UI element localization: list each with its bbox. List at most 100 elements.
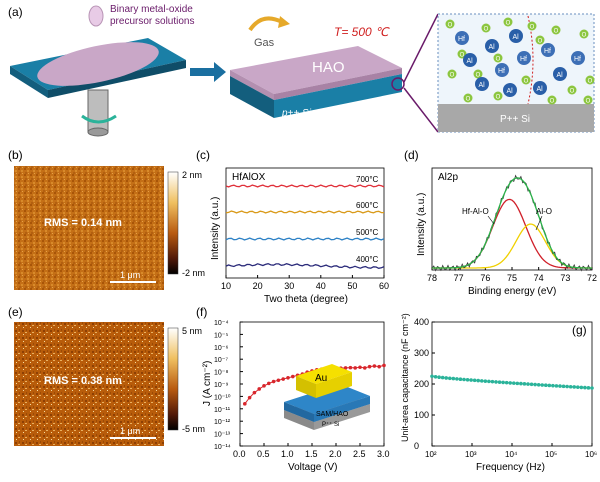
al-atom-label: Al xyxy=(557,72,564,79)
jv-point xyxy=(252,390,257,395)
panel-label-d: (d) xyxy=(404,148,419,162)
o-atom xyxy=(547,95,557,105)
al-atom-label: Al xyxy=(513,34,520,41)
o-atom-label: O xyxy=(466,97,471,103)
x-tick-label: 77 xyxy=(454,273,464,283)
capacitance-point xyxy=(433,375,438,379)
o-atom-label: O xyxy=(496,95,501,101)
o-atom xyxy=(551,25,561,35)
hf-atom-label: Hf xyxy=(498,68,505,75)
o-atom xyxy=(585,75,595,85)
capacitance-point xyxy=(508,381,513,385)
inset-au-label: Au xyxy=(315,373,327,384)
jv-point xyxy=(348,365,353,370)
capacitance-point xyxy=(430,374,434,379)
y-tick-label: 10⁻¹⁴ xyxy=(214,444,231,451)
al-atom-label: Al xyxy=(489,44,496,51)
capacitance-point xyxy=(536,382,541,387)
al-atom xyxy=(463,53,477,67)
al-atom xyxy=(485,39,499,53)
colorbar-b xyxy=(167,171,179,275)
hf-atom xyxy=(517,51,531,65)
colorbar-e xyxy=(167,327,179,431)
x-tick-label: 10³ xyxy=(465,450,477,459)
x-tick-label: 10⁵ xyxy=(545,450,557,459)
o-atom xyxy=(579,29,589,39)
capacitance-point xyxy=(515,381,520,386)
hf-atom xyxy=(455,31,469,45)
capacitance-point xyxy=(437,375,441,380)
x-tick-label: 74 xyxy=(534,273,544,283)
capacitance-point xyxy=(586,386,591,390)
gas-label: Gas xyxy=(254,37,275,49)
o-atom xyxy=(445,19,455,29)
xrd-series-line xyxy=(225,263,385,269)
colorbar-max-e: 5 nm xyxy=(182,326,202,336)
hf-atom-label: Hf xyxy=(458,36,465,43)
x-axis-label: Voltage (V) xyxy=(288,462,337,473)
spin-chuck-shaft xyxy=(87,89,109,133)
x-tick-label: 0.0 xyxy=(233,449,246,459)
o-atom-label: O xyxy=(448,23,453,29)
y-axis-label: Intensity (a.u.) xyxy=(210,197,221,260)
inset-sam-label: SAM/HAO xyxy=(316,411,349,418)
capacitance-point xyxy=(504,380,509,385)
droplet-icon xyxy=(88,5,104,27)
capacitance-point xyxy=(561,384,566,389)
rms-label-e: RMS = 0.38 nm xyxy=(44,375,122,387)
hf-atom-label: Hf xyxy=(520,56,527,63)
capacitance-point xyxy=(590,386,594,390)
capacitance-point xyxy=(575,385,580,389)
xrd-series-line xyxy=(225,210,384,214)
y-tick-label: 400 xyxy=(414,317,429,327)
x-tick-label: 1.0 xyxy=(281,449,294,459)
o-atom-label: O xyxy=(554,29,559,35)
peak-pointer xyxy=(487,215,495,225)
plot-frame xyxy=(431,321,593,447)
scale-bar-label-b: 1 μm xyxy=(120,270,140,280)
y-axis-label: J (A cm⁻²) xyxy=(202,361,213,406)
capacitance-point xyxy=(472,378,477,383)
xps-chart: 78 77 76 75 74 73 72 Binding energy (eV) Intensi… xyxy=(416,167,597,297)
o-atom-label: O xyxy=(460,53,465,59)
series-label: 700°C xyxy=(356,175,379,184)
zoom-circle xyxy=(391,77,405,91)
al-atom xyxy=(553,67,567,81)
o-atom-label: O xyxy=(538,39,543,45)
jv-point xyxy=(343,366,348,370)
precursor-label-line2: precursor solutions xyxy=(110,16,194,27)
o-atom-label: O xyxy=(506,21,511,27)
capacitance-point xyxy=(583,385,587,390)
x-tick-label: 0.5 xyxy=(257,449,270,459)
y-tick-label: 10⁻⁸ xyxy=(214,370,228,377)
peak-label: Hf-Al-O xyxy=(462,207,489,216)
o-atom xyxy=(521,75,531,85)
y-tick-label: 10⁻⁹ xyxy=(214,382,228,389)
panel-label-e: (e) xyxy=(8,305,23,319)
jv-point xyxy=(257,387,262,391)
o-atom-label: O xyxy=(496,57,501,63)
y-axis-label: Unit-area capacitance (nF cm⁻²) xyxy=(400,313,410,442)
o-atom xyxy=(567,85,577,95)
o-atom xyxy=(481,23,491,33)
x-tick-label: 73 xyxy=(560,273,570,283)
o-atom xyxy=(447,69,457,79)
jv-point xyxy=(367,364,372,369)
x-tick-label: 30 xyxy=(284,281,294,291)
o-atom-label: O xyxy=(476,73,481,79)
y-tick-label: 10⁻⁶ xyxy=(214,345,228,352)
afm-image-e xyxy=(14,322,164,446)
y-tick-label: 10⁻¹¹ xyxy=(214,407,231,414)
capacitance-point xyxy=(497,380,502,384)
capacitance-point xyxy=(476,378,481,383)
capacitance-point xyxy=(487,379,491,384)
capacitance-point xyxy=(483,379,488,383)
x-tick-label: 75 xyxy=(507,273,517,283)
x-tick-label: 78 xyxy=(427,273,437,283)
x-tick-label: 1.5 xyxy=(305,449,318,459)
jv-point xyxy=(372,364,377,368)
si-label: p++ Si xyxy=(281,108,312,119)
al-atom xyxy=(509,29,523,43)
series-label: 600°C xyxy=(356,201,379,210)
